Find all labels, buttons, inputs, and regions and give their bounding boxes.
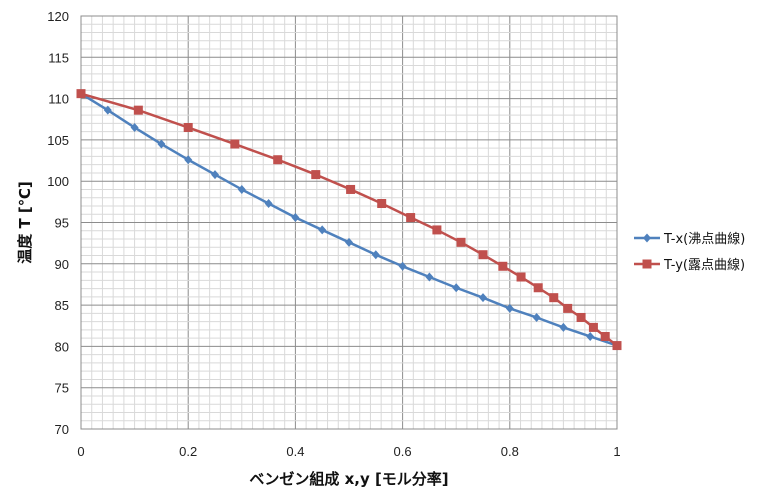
data-point	[103, 105, 112, 115]
x-axis-ticks: 0 0.2 0.4 0.6 0.8 1	[77, 444, 620, 459]
plot-area-border	[80, 15, 618, 430]
data-point	[559, 322, 568, 332]
y-tick-label: 90	[55, 257, 69, 272]
legend-item: T-y(露点曲線)	[634, 257, 745, 273]
data-point	[576, 312, 586, 322]
legend-item: T-x(沸点曲線)	[634, 231, 745, 247]
data-point	[586, 331, 595, 341]
legend-swatch-marker	[643, 233, 651, 243]
data-point	[600, 331, 610, 341]
data-point	[425, 272, 434, 282]
y-tick-label: 120	[47, 9, 69, 24]
data-point	[345, 237, 353, 247]
data-point	[532, 312, 541, 322]
y-axis-label: 温度 T [℃]	[16, 181, 34, 264]
data-point	[130, 123, 139, 133]
data-point	[456, 237, 466, 247]
y-tick-label: 105	[47, 133, 69, 148]
y-tick-label: 75	[55, 381, 69, 396]
x-axis-label: ベンゼン組成 x,y [モル分率]	[249, 470, 448, 488]
data-point	[184, 155, 193, 165]
y-tick-label: 115	[48, 50, 69, 65]
data-point	[563, 303, 573, 313]
data-point	[377, 199, 387, 209]
legend-swatch-marker	[642, 259, 652, 269]
legend: T-x(沸点曲線) T-y(露点曲線)	[634, 231, 745, 273]
data-point	[406, 213, 416, 223]
data-point	[505, 303, 514, 313]
series-layer	[76, 89, 622, 351]
data-point	[183, 123, 193, 133]
data-point	[612, 341, 622, 351]
x-tick-label: 0.2	[179, 444, 197, 459]
data-point	[237, 184, 246, 194]
y-tick-label: 110	[48, 92, 69, 107]
data-point	[76, 89, 86, 99]
data-point	[498, 261, 508, 271]
x-tick-label: 1	[613, 444, 620, 459]
legend-label: T-y(露点曲線)	[663, 257, 745, 273]
data-point	[516, 272, 526, 282]
x-tick-label: 0	[77, 444, 84, 459]
y-tick-label: 80	[55, 339, 69, 354]
x-tick-label: 0.4	[286, 444, 304, 459]
data-point	[264, 199, 273, 209]
data-point	[157, 139, 166, 149]
data-point	[346, 184, 356, 194]
data-point	[371, 250, 380, 260]
x-tick-label: 0.6	[394, 444, 412, 459]
data-point	[211, 170, 219, 180]
y-tick-label: 100	[47, 174, 69, 189]
series-t-y	[76, 89, 622, 351]
data-point	[533, 283, 543, 293]
data-point	[318, 225, 327, 235]
data-point	[432, 225, 442, 235]
data-point	[311, 170, 321, 180]
data-point	[478, 250, 488, 260]
data-point	[230, 139, 240, 149]
data-point	[549, 293, 559, 303]
data-point	[273, 155, 283, 165]
data-point	[133, 105, 143, 115]
y-tick-label: 70	[55, 422, 69, 437]
data-point	[291, 213, 300, 223]
data-point	[588, 322, 598, 332]
data-point	[398, 261, 407, 271]
grid	[80, 15, 618, 430]
x-tick-label: 0.8	[501, 444, 519, 459]
y-tick-label: 95	[55, 216, 69, 231]
data-point	[479, 293, 487, 303]
data-point	[452, 283, 461, 293]
y-tick-label: 85	[55, 298, 69, 313]
legend-label: T-x(沸点曲線)	[663, 231, 745, 247]
y-axis-ticks: 70 75 80 85 90 95 100 105 110 115 120	[47, 9, 69, 437]
